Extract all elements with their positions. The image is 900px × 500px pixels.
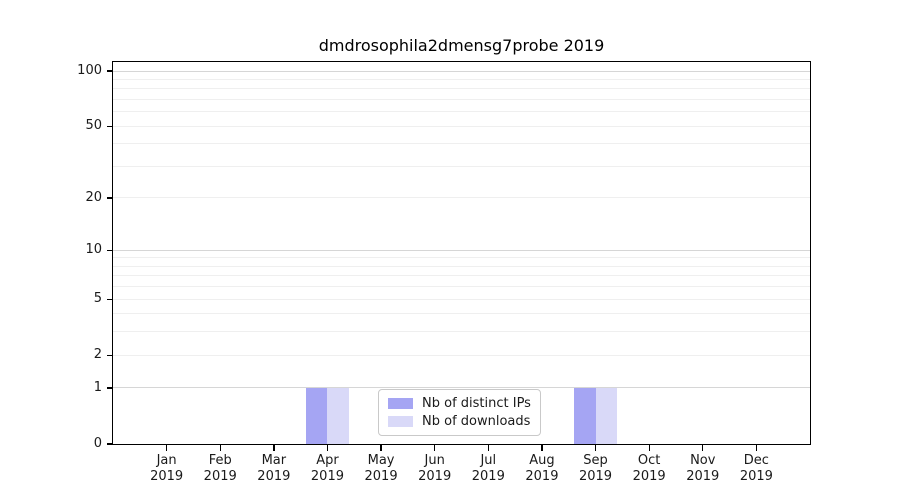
x-tick-mark [648,445,650,452]
gridline-minor [113,313,810,315]
gridline-minor [113,286,810,288]
gridline-minor [113,111,810,113]
gridline-minor [113,354,810,356]
legend-label-distinct-ips: Nb of distinct IPs [422,396,531,412]
bar-downloads [595,387,617,444]
x-tick-label: May 2019 [364,453,398,484]
gridline-minor [113,78,810,80]
gridline-minor [113,331,810,333]
x-tick-label: Oct 2019 [632,453,666,484]
x-tick-mark [594,445,597,452]
x-tick-label: Jan 2019 [150,453,184,484]
bar-distinct-ips [306,387,328,444]
x-tick-mark [380,445,382,452]
y-tick-label: 1 [93,379,102,395]
x-tick-label: Jul 2019 [471,453,505,484]
y-tick-mark [106,298,113,300]
y-tick-mark [106,197,113,199]
legend-row-downloads: Nb of downloads [388,413,531,431]
y-tick-mark [106,70,113,72]
x-tick-label: Apr 2019 [310,453,344,484]
gridline-minor [113,265,810,267]
spine-right [810,60,812,446]
legend-row-distinct-ips: Nb of distinct IPs [388,395,531,413]
y-tick-mark [106,387,113,389]
gridline-minor [113,165,810,167]
x-tick-mark [166,445,168,452]
legend-swatch-distinct-ips [388,398,413,410]
spine-bottom [113,444,812,446]
x-tick-label: Mar 2019 [257,453,291,484]
y-tick-label: 0 [93,436,102,451]
gridline-minor [113,197,810,199]
gridline-minor [113,257,810,259]
x-tick-label: Dec 2019 [739,453,773,484]
gridline-minor [113,125,810,127]
gridline-major [113,387,810,389]
bar-downloads [327,387,349,444]
x-tick-mark [541,445,543,452]
x-tick-label: Jun 2019 [418,453,452,484]
x-tick-mark [755,445,758,452]
legend: Nb of distinct IPs Nb of downloads [378,389,541,436]
x-tick-label: Feb 2019 [203,453,237,484]
bar-distinct-ips [574,387,596,444]
y-tick-label: 20 [85,189,102,205]
y-tick-label: 10 [85,242,102,258]
gridline-minor [113,143,810,145]
y-tick-mark [106,125,113,127]
y-tick-mark [106,354,113,356]
legend-label-downloads: Nb of downloads [422,413,531,429]
y-tick-label: 50 [85,118,102,134]
gridline-major [113,249,810,251]
x-tick-mark [326,445,329,452]
y-tick-label: 100 [77,63,102,78]
gridline-minor [113,298,810,300]
x-tick-label: Aug 2019 [525,453,559,484]
spine-top [113,60,812,62]
y-tick-mark [106,249,113,251]
x-tick-mark [702,445,704,452]
x-tick-mark [434,445,436,452]
y-tick-label: 2 [93,347,102,363]
gridline-minor [113,275,810,277]
gridline-minor [113,98,810,100]
legend-swatch-downloads [388,415,413,427]
x-tick-mark [273,445,275,452]
gridline-minor [113,88,810,90]
y-tick-mark [106,443,113,445]
plot-area: Nb of distinct IPs Nb of downloads [113,62,810,444]
spine-left [111,60,113,446]
gridline-major [113,70,810,72]
x-tick-mark [487,445,489,452]
x-tick-label: Sep 2019 [578,453,613,484]
x-tick-mark [219,445,221,452]
chart-title: dmdrosophila2dmensg7probe 2019 [318,36,605,55]
y-tick-label: 5 [93,291,102,307]
x-tick-label: Nov 2019 [686,453,720,484]
